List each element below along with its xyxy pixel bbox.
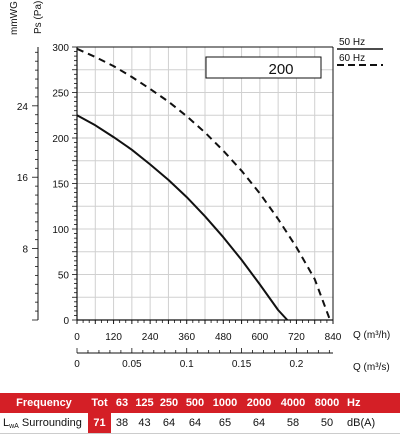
x-axis-title: Q (m³/h) <box>353 330 390 341</box>
y-tick-label: 250 <box>52 89 69 100</box>
unit-cell: dB(A) <box>344 413 400 434</box>
x-tick-label: 720 <box>288 332 305 343</box>
table-row: LwA Surrounding 71 38 43 64 64 65 64 58 … <box>0 413 400 434</box>
x2-tick-label: 0.2 <box>289 359 303 370</box>
header-cell: Tot <box>88 393 111 413</box>
value-cell: 65 <box>208 413 242 434</box>
y-tick-label: 150 <box>52 180 69 191</box>
header-cell: Hz <box>344 393 400 413</box>
x2-axis-title: Q (m³/s) <box>353 362 390 373</box>
value-cell: 58 <box>276 413 310 434</box>
legend-label-50hz: 50 Hz <box>339 37 365 48</box>
tick-marks <box>32 46 334 353</box>
x-tick-label: 360 <box>178 332 195 343</box>
header-cell: 1000 <box>208 393 242 413</box>
x-tick-label: 480 <box>215 332 232 343</box>
value-cell: 64 <box>156 413 182 434</box>
header-cell: Frequency <box>0 393 88 413</box>
curve-60hz <box>76 47 331 321</box>
y2-tick-label: 24 <box>17 102 29 113</box>
y-tick-label: 300 <box>52 43 69 54</box>
legend-label-60hz: 60 Hz <box>339 53 365 64</box>
legend: 50 Hz 60 Hz <box>337 37 383 66</box>
header-cell: 500 <box>182 393 208 413</box>
x2-tick-label: 0.05 <box>122 359 142 370</box>
x2-tick-label: 0 <box>74 359 80 370</box>
model-label: 200 <box>268 61 293 78</box>
header-cell: 4000 <box>276 393 310 413</box>
y-axis-title: Ps (Pa) <box>33 1 44 34</box>
header-cell: 63 <box>111 393 133 413</box>
header-cell: 2000 <box>242 393 276 413</box>
x-tick-label: 600 <box>252 332 269 343</box>
x2-tick-label: 0.15 <box>232 359 252 370</box>
header-cell: 8000 <box>310 393 344 413</box>
row-label: LwA Surrounding <box>0 413 88 434</box>
header-cell: 250 <box>156 393 182 413</box>
grid-lines <box>76 46 334 321</box>
value-cell-total: 71 <box>88 413 111 434</box>
header-cell: 125 <box>133 393 156 413</box>
sound-data-table: Frequency Tot 63 125 250 500 1000 2000 4… <box>0 393 400 434</box>
value-cell: 50 <box>310 413 344 434</box>
x-tick-label: 840 <box>325 332 342 343</box>
x-tick-label: 120 <box>105 332 122 343</box>
curves <box>76 47 331 321</box>
value-cell: 38 <box>111 413 133 434</box>
row-label-main: L <box>3 416 10 429</box>
y-tick-label: 50 <box>58 271 70 282</box>
y2-axis-title: mmWG <box>9 1 20 35</box>
x2-tick-label: 0.1 <box>180 359 194 370</box>
value-cell: 43 <box>133 413 156 434</box>
y-tick-label: 0 <box>63 316 69 327</box>
value-cell: 64 <box>182 413 208 434</box>
x-tick-label: 240 <box>142 332 159 343</box>
model-label-box <box>205 56 322 79</box>
y2-tick-label: 8 <box>22 245 28 256</box>
y-tick-label: 200 <box>52 134 69 145</box>
y2-tick-label: 16 <box>17 173 29 184</box>
row-label-subscript: wA <box>9 422 19 430</box>
row-label-rest: Surrounding <box>18 416 82 429</box>
x-tick-label: 0 <box>74 332 80 343</box>
curve-50hz <box>76 114 289 321</box>
value-cell: 64 <box>242 413 276 434</box>
y-tick-label: 100 <box>52 225 69 236</box>
table-header-row: Frequency Tot 63 125 250 500 1000 2000 4… <box>0 393 400 413</box>
